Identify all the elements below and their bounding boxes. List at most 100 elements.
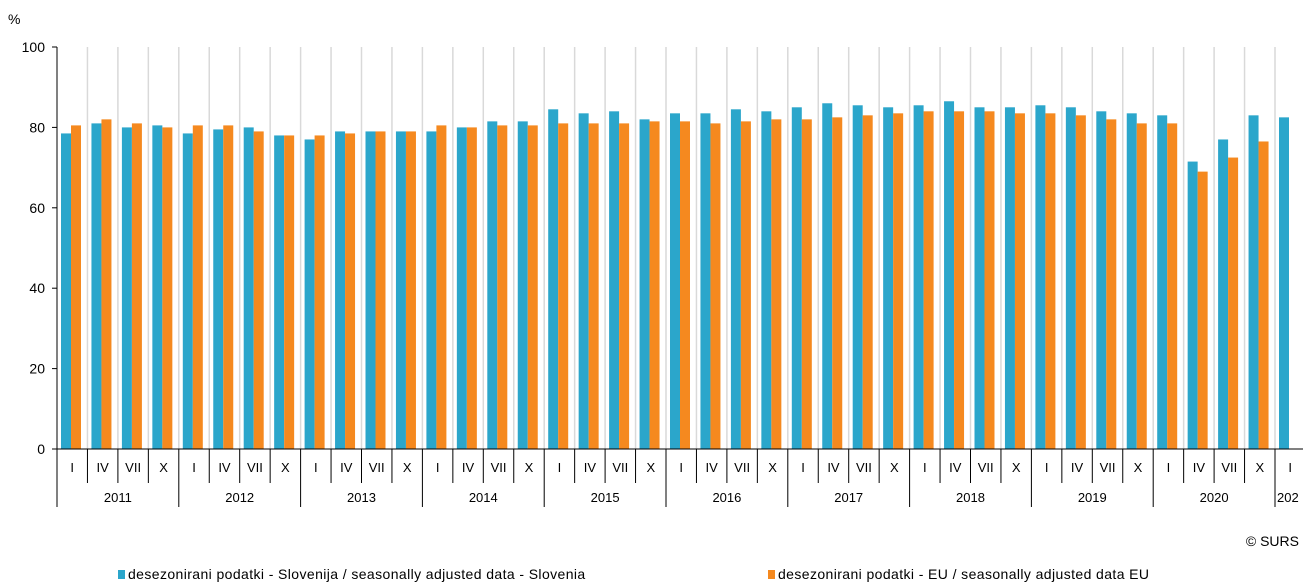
bar-eu	[1045, 113, 1056, 449]
legend-swatch-slovenia	[118, 569, 125, 579]
bar-slovenia	[944, 101, 955, 450]
x-tick-label-year: 2011	[104, 490, 132, 505]
x-tick-label-year: 2013	[347, 490, 376, 505]
y-tick-label: 80	[29, 119, 45, 135]
x-tick-label-quarter: IV	[584, 460, 597, 475]
y-axis-label: %	[8, 11, 20, 27]
y-tick-label: 0	[37, 441, 45, 457]
bars	[61, 101, 1289, 450]
x-tick-label-quarter: IV	[949, 460, 962, 475]
bar-slovenia	[274, 135, 285, 449]
bar-eu	[1014, 113, 1025, 449]
credit-label: © SURS	[1245, 533, 1299, 549]
x-tick-label-quarter: VII	[1221, 460, 1237, 475]
bar-eu	[954, 111, 965, 449]
x-tick-label-quarter: IV	[97, 460, 110, 475]
bar-eu	[832, 117, 843, 449]
bar-eu	[223, 125, 234, 449]
x-tick-label-quarter: X	[281, 460, 290, 475]
bar-slovenia	[578, 113, 589, 449]
x-tick-label-quarter: I	[70, 460, 74, 475]
x-tick-label-quarter: X	[1255, 460, 1264, 475]
x-tick-label-quarter: VII	[247, 460, 263, 475]
bar-eu	[984, 111, 995, 449]
x-tick-label-quarter: IV	[827, 460, 840, 475]
bar-eu	[527, 125, 538, 449]
x-tick-label-quarter: X	[1012, 460, 1021, 475]
bar-slovenia	[335, 131, 346, 450]
x-tick-label-quarter: X	[768, 460, 777, 475]
bar-eu	[771, 119, 782, 450]
bar-slovenia	[1157, 115, 1168, 449]
x-tick-label-quarter: VII	[1100, 460, 1116, 475]
bar-slovenia	[1065, 107, 1076, 450]
x-tick-label-quarter: I	[192, 460, 196, 475]
bar-slovenia	[243, 127, 254, 450]
bar-slovenia	[609, 111, 620, 449]
axes: 0 20 40 60 80 100 I IV VII X I IV VII X I IV VII X I IV VII X…	[22, 39, 1303, 507]
x-tick-label-quarter: VII	[369, 460, 385, 475]
x-tick-label-quarter: IV	[218, 460, 231, 475]
x-tick-label-quarter: IV	[1071, 460, 1084, 475]
bar-slovenia	[395, 131, 406, 450]
bar-slovenia	[548, 109, 559, 449]
x-tick-label-quarter: I	[679, 460, 683, 475]
bar-eu	[1258, 141, 1269, 449]
bar-slovenia	[761, 111, 772, 449]
bar-slovenia	[517, 121, 528, 450]
bar-slovenia	[1096, 111, 1107, 449]
bar-slovenia	[700, 113, 711, 449]
x-tick-label-quarter: VII	[734, 460, 750, 475]
y-tick-label: 60	[29, 200, 45, 216]
x-tick-label-quarter: I	[1288, 460, 1292, 475]
bar-slovenia	[791, 107, 802, 450]
bar-slovenia	[213, 129, 224, 449]
bar-slovenia	[1248, 115, 1259, 449]
bar-slovenia	[822, 103, 833, 449]
bar-eu	[740, 121, 751, 450]
x-tick-label-quarter: VII	[491, 460, 507, 475]
bar-slovenia	[456, 127, 467, 450]
bar-slovenia	[639, 119, 650, 450]
x-tick-label-quarter: IV	[706, 460, 719, 475]
x-tick-label-year: 2016	[712, 490, 741, 505]
x-tick-label-quarter: X	[1134, 460, 1143, 475]
bar-eu	[1075, 115, 1086, 449]
bar-eu	[1228, 157, 1239, 450]
y-tick-label: 40	[29, 280, 45, 296]
x-tick-label-quarter: I	[436, 460, 440, 475]
x-tick-label-year: 2014	[469, 490, 498, 505]
x-tick-label-year: 2019	[1078, 490, 1107, 505]
bar-slovenia	[152, 125, 163, 449]
bar-eu	[345, 133, 356, 449]
x-tick-label-quarter: IV	[340, 460, 353, 475]
y-tick-label: 100	[22, 39, 46, 55]
bar-eu	[284, 135, 295, 449]
x-tick-label-year: 2015	[591, 490, 620, 505]
x-tick-label-year: 2020	[1200, 490, 1229, 505]
bar-eu	[680, 121, 690, 450]
bar-eu	[405, 131, 416, 450]
bar-eu	[710, 123, 721, 449]
bar-slovenia	[182, 133, 193, 449]
x-tick-label-quarter: X	[646, 460, 655, 475]
legend-slovenia: desezonirani podatki - Slovenija / seaso…	[118, 566, 586, 582]
bar-slovenia	[487, 121, 498, 450]
bar-eu	[923, 111, 934, 449]
x-tick-label-quarter: X	[159, 460, 168, 475]
legend-eu: desezonirani podatki - EU / seasonally a…	[768, 566, 1149, 582]
x-tick-label-year: 2018	[956, 490, 985, 505]
bar-eu	[1197, 171, 1208, 449]
bar-eu	[253, 131, 264, 450]
x-tick-label-quarter: VII	[978, 460, 994, 475]
bar-eu	[375, 131, 386, 450]
bar-slovenia	[883, 107, 894, 450]
x-tick-label-year: 202	[1277, 490, 1299, 505]
x-tick-label-year: 2017	[834, 490, 863, 505]
bar-eu	[192, 125, 203, 449]
x-tick-label-quarter: I	[1045, 460, 1049, 475]
bar-eu	[588, 123, 599, 449]
bar-slovenia	[1035, 105, 1046, 449]
bar-eu	[862, 115, 873, 449]
